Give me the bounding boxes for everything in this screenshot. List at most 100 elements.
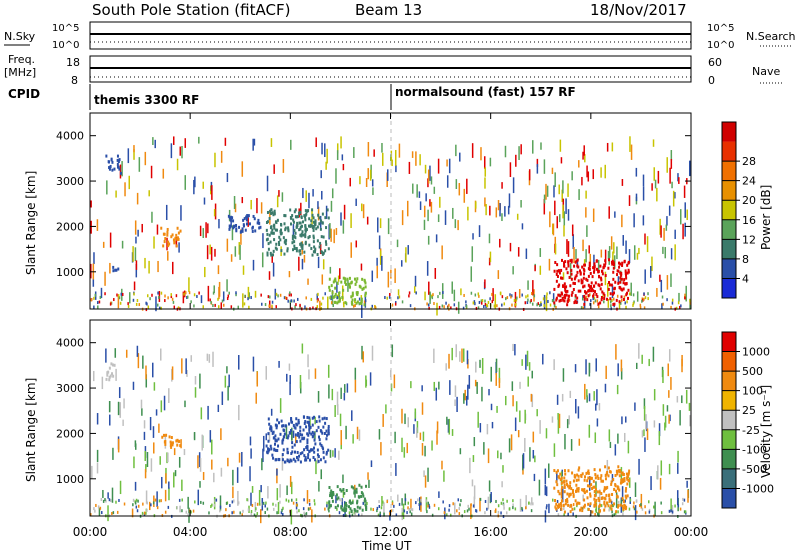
scatter-echo	[190, 355, 193, 362]
feature-echo	[600, 276, 603, 280]
ground-echo	[185, 510, 188, 514]
feature-echo	[563, 476, 566, 480]
feature-echo	[311, 208, 314, 212]
feature-echo	[299, 233, 302, 237]
feature-echo	[608, 470, 611, 474]
feature-echo	[317, 213, 320, 217]
scatter-echo	[527, 280, 529, 290]
scatter-echo	[441, 245, 443, 260]
cpid-label: CPID	[8, 87, 40, 101]
scatter-echo	[654, 179, 657, 189]
feature-echo	[600, 278, 603, 282]
feature-echo	[301, 246, 304, 250]
scatter-echo	[686, 209, 688, 221]
feature-echo	[286, 458, 289, 462]
scatter-echo	[641, 354, 643, 364]
scatter-echo	[488, 257, 491, 266]
feature-echo	[579, 289, 582, 293]
ground-echo	[377, 513, 380, 517]
scatter-echo	[556, 216, 558, 229]
feature-echo	[274, 423, 277, 427]
scatter-echo	[325, 161, 327, 170]
feature-echo	[569, 284, 572, 288]
feature-echo	[613, 287, 616, 291]
colorbar-tick-label: -100	[742, 443, 767, 456]
feature-echo	[244, 228, 247, 232]
ground-echo	[613, 513, 616, 517]
feature-echo	[586, 484, 589, 488]
scatter-echo	[617, 433, 619, 444]
ground-echo	[173, 305, 176, 309]
feature-echo	[294, 433, 297, 437]
scatter-echo	[376, 257, 378, 266]
ground-echo	[94, 293, 97, 297]
ground-echo	[603, 300, 605, 304]
feature-echo	[268, 422, 271, 426]
scatter-echo	[454, 502, 456, 515]
feature-echo	[336, 281, 339, 285]
scatter-echo	[188, 277, 190, 292]
scatter-echo	[446, 175, 449, 188]
scatter-echo	[318, 481, 320, 492]
scatter-echo	[159, 456, 161, 465]
scatter-echo	[101, 376, 104, 390]
scatter-echo	[367, 168, 369, 180]
feature-echo	[626, 477, 629, 481]
scatter-echo	[451, 429, 454, 436]
feature-echo	[304, 209, 307, 213]
scatter-echo	[90, 220, 92, 234]
scatter-echo	[561, 486, 564, 503]
scatter-echo	[534, 455, 536, 463]
scatter-echo	[355, 240, 358, 248]
beam-label: Beam 13	[355, 1, 422, 19]
scatter-echo	[151, 211, 153, 223]
ground-echo	[340, 498, 343, 502]
feature-echo	[348, 500, 351, 504]
feature-echo	[245, 222, 248, 226]
scatter-echo	[361, 203, 363, 212]
feature-echo	[614, 280, 617, 284]
colorbar-segment	[722, 200, 736, 220]
feature-echo	[299, 425, 302, 429]
scatter-echo	[292, 224, 295, 238]
scatter-echo	[148, 260, 150, 274]
feature-echo	[570, 272, 573, 276]
feature-echo	[556, 469, 559, 473]
ground-echo	[90, 513, 92, 517]
scatter-echo	[456, 396, 458, 413]
scatter-echo	[520, 144, 522, 155]
scatter-echo	[360, 263, 363, 271]
scatter-echo	[540, 142, 542, 150]
ground-echo	[496, 304, 498, 308]
feature-echo	[621, 471, 624, 475]
ground-echo	[314, 502, 316, 506]
feature-echo	[113, 363, 116, 367]
feature-echo	[176, 226, 179, 230]
feature-echo	[575, 489, 578, 493]
scatter-echo	[254, 290, 257, 298]
feature-echo	[580, 278, 583, 282]
scatter-echo	[199, 458, 202, 472]
feature-echo	[266, 251, 269, 255]
ground-echo	[647, 297, 649, 301]
feature-echo	[618, 300, 621, 304]
colorbar-tick-label: 500	[742, 365, 763, 378]
scatter-echo	[668, 349, 671, 362]
ground-echo	[235, 293, 237, 297]
ground-echo	[146, 294, 149, 298]
feature-echo	[323, 416, 326, 420]
scatter-echo	[455, 344, 457, 358]
ground-echo	[200, 500, 202, 504]
feature-echo	[268, 233, 271, 237]
scatter-echo	[320, 469, 323, 480]
ground-echo	[345, 302, 348, 306]
scatter-echo	[525, 495, 527, 509]
scatter-echo	[214, 248, 216, 257]
ground-echo	[596, 512, 599, 516]
feature-echo	[626, 476, 629, 480]
feature-echo	[310, 247, 313, 251]
scatter-echo	[552, 293, 555, 303]
feature-echo	[570, 268, 573, 272]
scatter-echo	[137, 229, 139, 237]
